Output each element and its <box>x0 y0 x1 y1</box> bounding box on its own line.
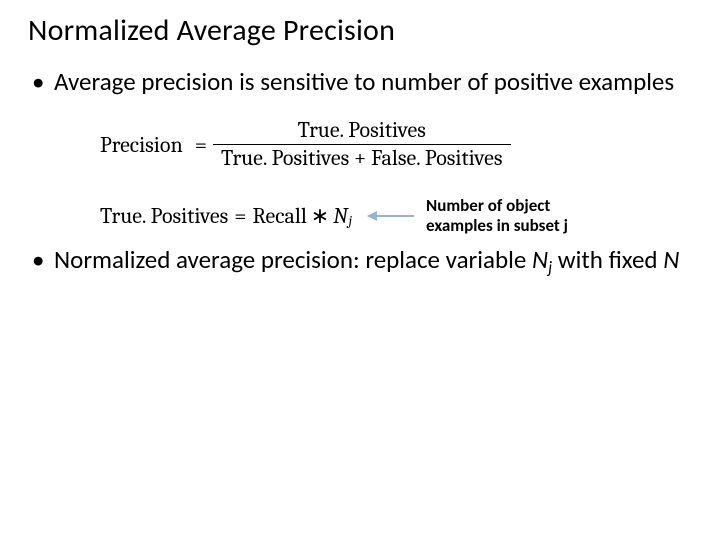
slide: Normalized Average Precision Average pre… <box>0 0 720 540</box>
bullet-list-2: Normalized average precision: replace va… <box>28 245 692 275</box>
bullet-2-N: N <box>663 244 679 275</box>
tp-label: True. Positives <box>100 203 228 229</box>
bullet-2-prefix: Normalized average precision: replace va… <box>54 244 532 275</box>
annotation-text: Number of object examples in subset j <box>426 196 606 235</box>
equals-sign-2: = <box>228 203 252 229</box>
den-tp: True. Positives <box>221 145 349 171</box>
precision-formula: Precision = True. Positives True. Positi… <box>100 119 692 170</box>
bullet-2-mid: with fixed <box>552 244 663 275</box>
annotation-wrap: Number of object examples in subset j <box>368 196 606 235</box>
precision-label: Precision <box>100 132 189 158</box>
star-op: ∗ <box>307 203 333 229</box>
bullet-2: Normalized average precision: replace va… <box>28 245 692 275</box>
bullet-list: Average precision is sensitive to number… <box>28 67 692 97</box>
recall-label: Recall <box>252 203 306 229</box>
formula-block: Precision = True. Positives True. Positi… <box>100 119 692 235</box>
slide-title: Normalized Average Precision <box>28 12 692 49</box>
fraction-denominator: True. Positives + False. Positives <box>213 144 511 170</box>
subscript-j: j <box>349 212 352 229</box>
bullet-1: Average precision is sensitive to number… <box>28 67 692 97</box>
bullet-2-Nj-N: N <box>532 244 548 275</box>
variable-N: N <box>333 203 347 229</box>
den-fp: False. Positives <box>371 145 502 171</box>
den-plus: + <box>354 145 366 171</box>
bullet-2-Nj-j: j <box>548 257 552 278</box>
equals-sign: = <box>189 132 213 158</box>
arrow-icon <box>368 215 414 217</box>
true-positives-formula: True. Positives = Recall ∗ Nj Number of … <box>100 196 692 235</box>
fraction-numerator: True. Positives <box>290 119 434 144</box>
fraction: True. Positives True. Positives + False.… <box>213 119 511 170</box>
